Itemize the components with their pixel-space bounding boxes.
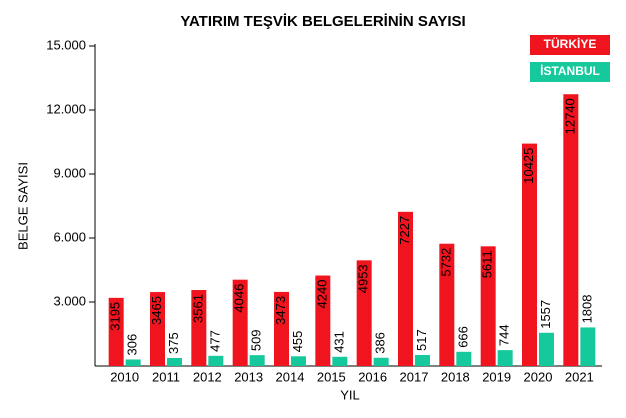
data-label: 509 (249, 329, 264, 351)
legend-swatch (530, 35, 610, 55)
x-axis-label: YIL (340, 387, 360, 402)
y-axis-label: BELGE SAYISI (15, 162, 30, 250)
bar (208, 355, 224, 366)
data-label: 4953 (356, 264, 371, 293)
bar (356, 260, 372, 366)
x-tick-label: 2021 (565, 369, 594, 384)
data-label: 3465 (149, 296, 164, 325)
y-tick-label: 12.000 (46, 101, 86, 116)
x-tick-label: 2017 (400, 369, 429, 384)
bar (150, 292, 165, 366)
bar (232, 279, 248, 366)
bar (125, 359, 141, 366)
x-tick-label: 2011 (152, 369, 180, 384)
data-label: 10425 (521, 148, 536, 184)
data-label: 4240 (314, 280, 329, 309)
y-tick-label: 3.000 (53, 293, 86, 308)
data-label: 4046 (232, 284, 247, 313)
x-tick-label: 2013 (234, 369, 263, 384)
data-label: 1808 (579, 295, 594, 324)
data-label: 3561 (190, 294, 205, 323)
x-tick-label: 2019 (482, 369, 511, 384)
x-tick-label: 2010 (110, 369, 139, 384)
x-tick-label: 2018 (441, 369, 470, 384)
bar (563, 94, 579, 367)
data-label: 744 (497, 324, 512, 346)
data-label: 3195 (108, 302, 123, 331)
data-label: 1557 (538, 300, 553, 329)
data-label: 431 (331, 331, 346, 353)
data-label: 517 (414, 329, 429, 351)
bar (456, 351, 472, 366)
data-label: 12740 (562, 98, 577, 134)
bar (539, 332, 554, 366)
data-label: 666 (455, 326, 470, 348)
data-label: 5732 (438, 248, 453, 277)
bar (497, 350, 513, 366)
y-tick-label: 15.000 (46, 37, 86, 52)
data-label: 3473 (273, 296, 288, 325)
data-label: 455 (290, 331, 305, 353)
x-tick-label: 2012 (193, 369, 222, 384)
data-label: 386 (373, 332, 388, 354)
bar (398, 211, 413, 366)
bar (249, 355, 265, 366)
legend-label: TÜRKİYE (544, 36, 597, 51)
bar (373, 357, 389, 366)
x-tick-label: 2020 (524, 369, 553, 384)
bar (274, 291, 289, 366)
x-tick-label: 2014 (276, 369, 305, 384)
y-tick-label: 9.000 (53, 165, 86, 180)
legend-label: İSTANBUL (540, 63, 600, 78)
bar (332, 356, 348, 366)
data-label: 7227 (397, 216, 412, 245)
bar (167, 358, 182, 366)
data-label: 306 (125, 334, 140, 356)
data-label: 477 (207, 330, 222, 352)
bar (315, 275, 331, 366)
bar (439, 243, 455, 366)
legend-swatch (530, 62, 610, 82)
chart-title: YATIRIM TEŞVİK BELGELERİNİN SAYISI (180, 13, 465, 30)
data-label: 5611 (480, 250, 495, 278)
x-tick-label: 2016 (358, 369, 387, 384)
y-tick-label: 6.000 (53, 229, 86, 244)
bar (108, 297, 124, 366)
bar (415, 354, 430, 366)
data-label: 375 (166, 332, 181, 354)
bar (480, 246, 496, 366)
bar (191, 290, 207, 366)
bar (580, 327, 596, 366)
bar (291, 356, 306, 366)
x-tick-label: 2015 (317, 369, 346, 384)
bar (522, 143, 537, 366)
